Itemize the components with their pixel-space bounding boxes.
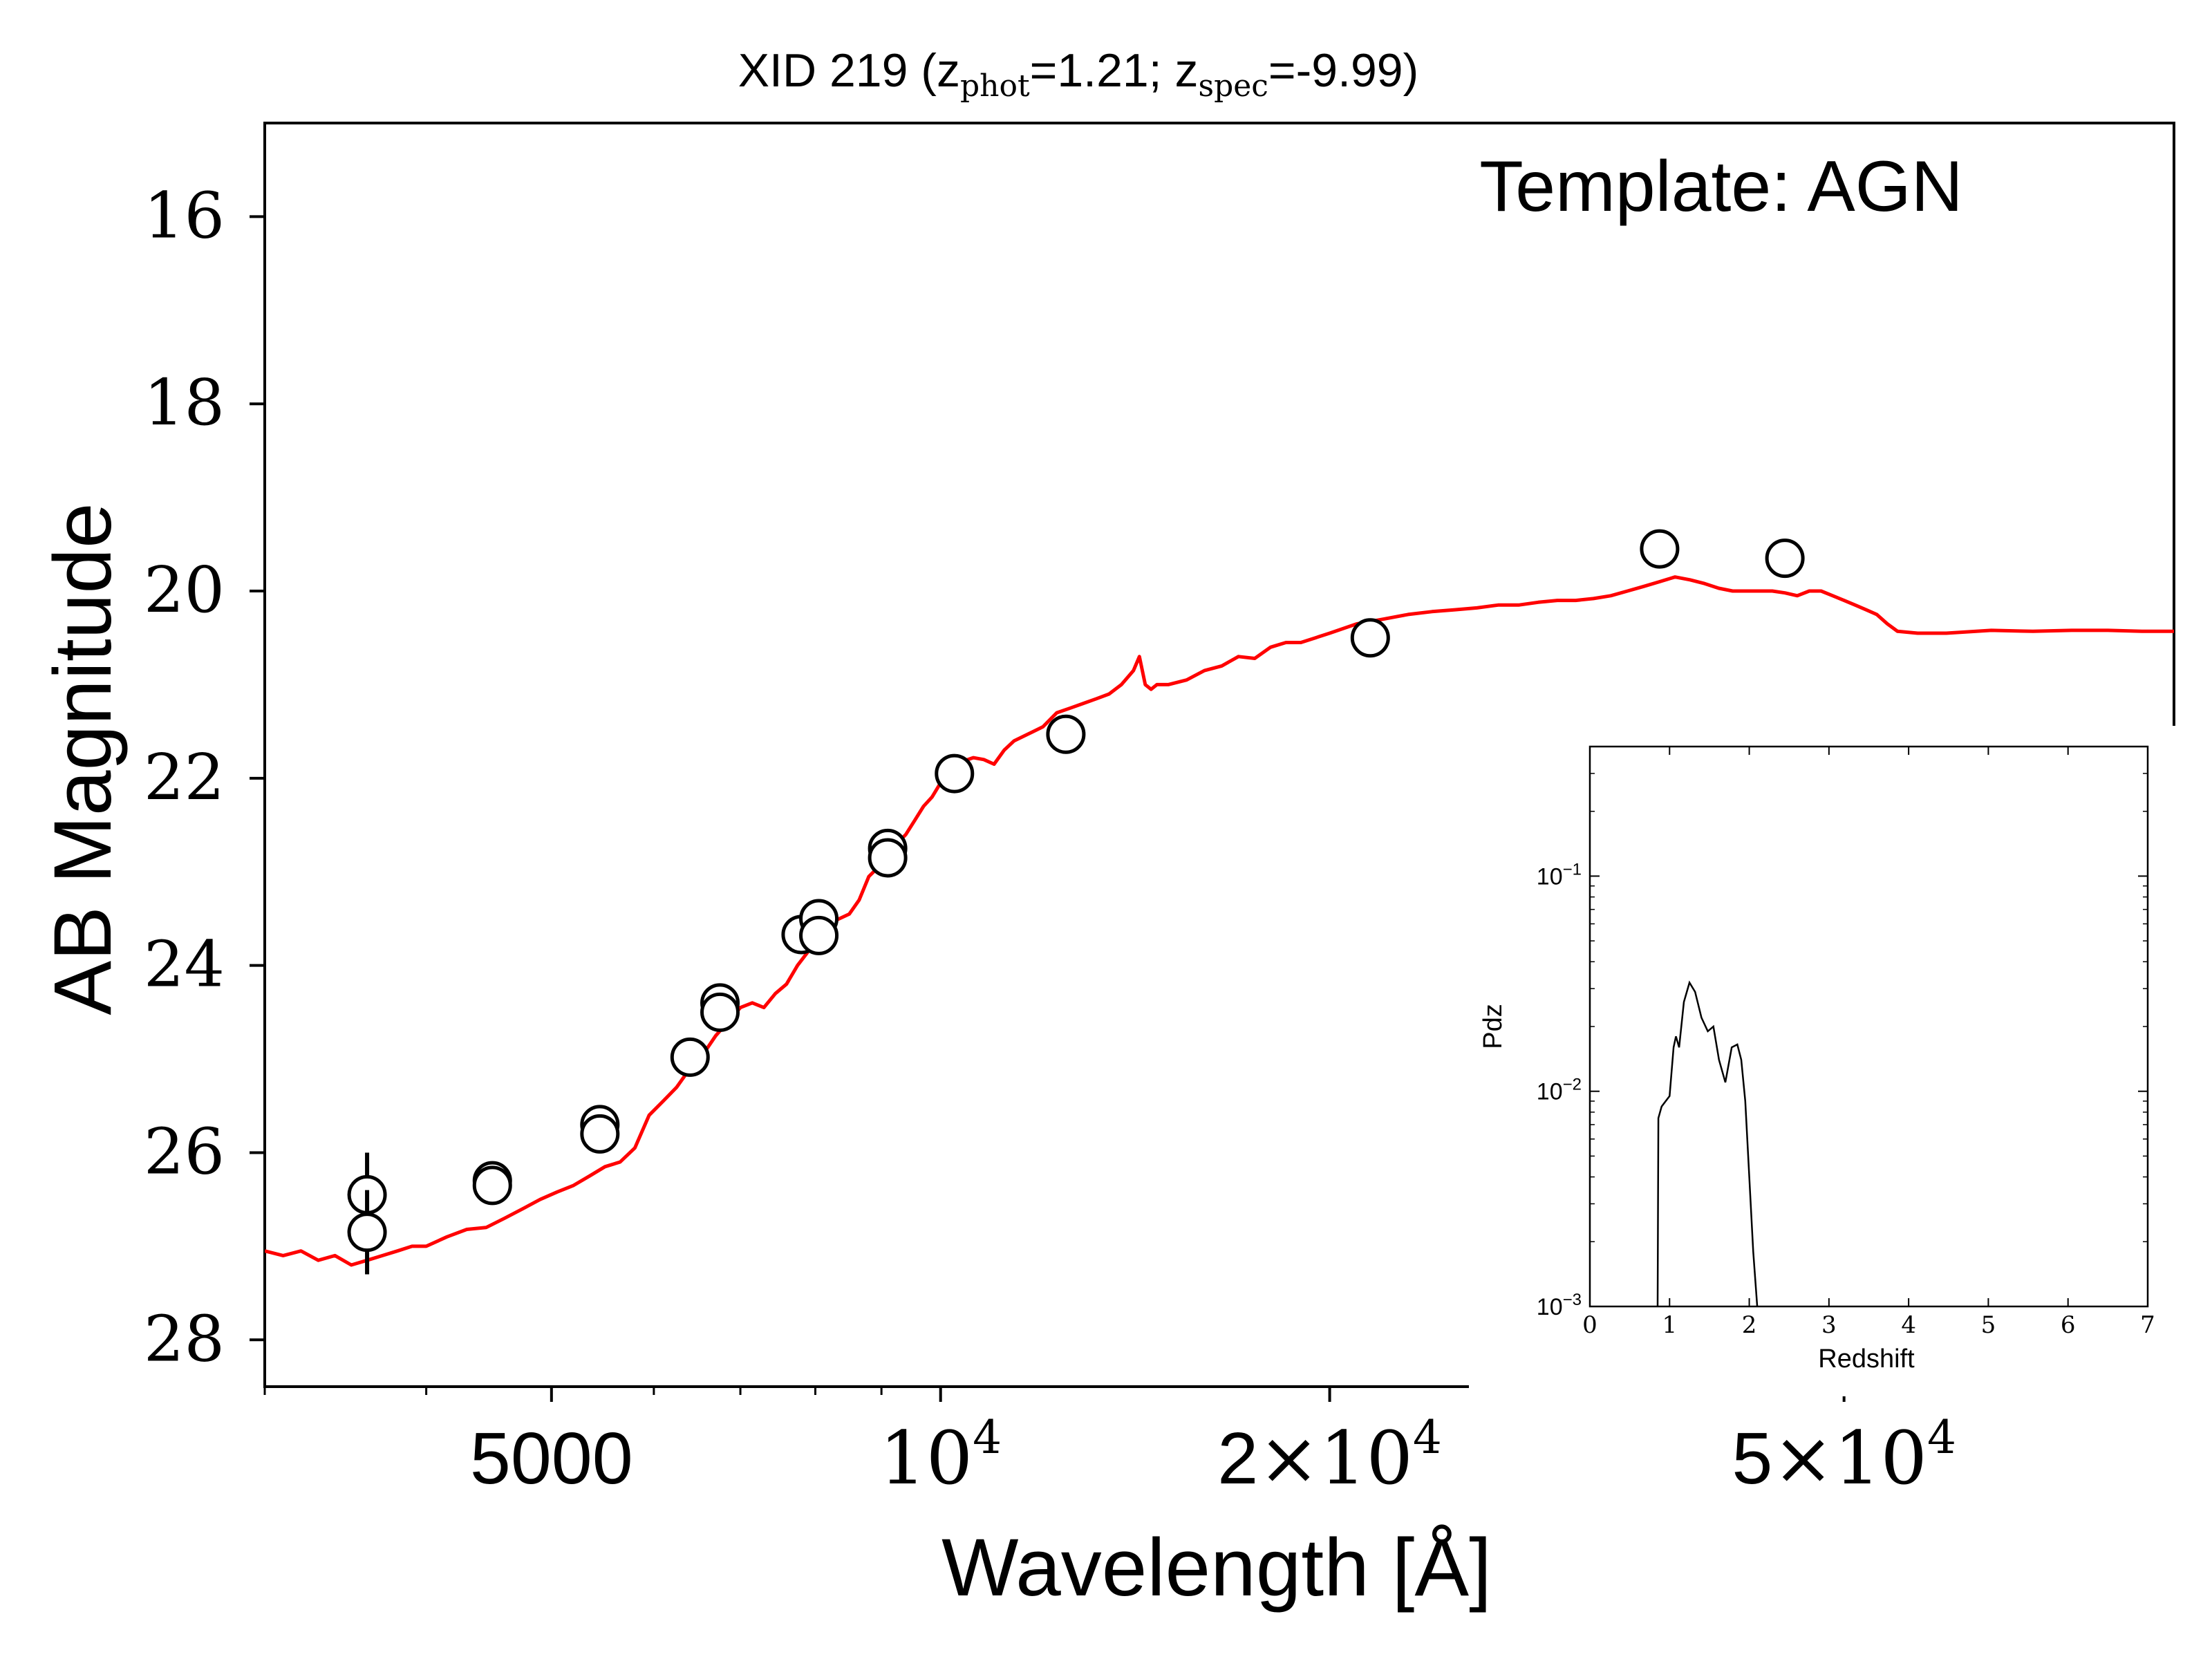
- photometry-point: [670, 1037, 710, 1077]
- chart-title: XID 219 (zphot=1.21; zspec=-9.99): [738, 44, 1419, 104]
- inset-y-axis-label: Pdz: [1479, 1004, 1508, 1049]
- y-tick-label: 26: [144, 1114, 225, 1188]
- data-marker: [1640, 529, 1680, 569]
- data-marker: [799, 915, 839, 955]
- data-marker: [347, 1212, 387, 1253]
- data-marker: [935, 753, 975, 794]
- inset-y-tick-label: 10−1: [1537, 860, 1582, 890]
- inset-x-axis-label: Redshift: [1818, 1344, 1915, 1374]
- inset-x-tick-label: 6: [2061, 1311, 2076, 1339]
- photometry-point: [472, 1165, 512, 1206]
- y-axis-label: AB Magnitude: [37, 503, 129, 1015]
- data-marker: [472, 1165, 512, 1206]
- y-tick-label: 24: [144, 928, 225, 1002]
- x-tick-label: 5×104: [1732, 1411, 1956, 1501]
- y-tick-label: 20: [144, 553, 225, 627]
- inset-x-tick-label: 1: [1662, 1311, 1677, 1339]
- pdz-curve: [1656, 980, 1759, 1307]
- photometry-point: [1350, 618, 1390, 658]
- x-tick-label: 104: [879, 1411, 1002, 1501]
- template-annotation: Template: AGN: [1479, 147, 1962, 227]
- data-marker: [1350, 618, 1390, 658]
- x-tick-label: 5000: [470, 1418, 633, 1499]
- data-marker: [700, 992, 740, 1032]
- inset-x-ticks: 0 1 2 3 4 5 6 7: [1582, 747, 2155, 1339]
- plot-area: [265, 529, 2174, 1275]
- data-marker: [1046, 714, 1086, 754]
- inset-y-ticks: 10−1 10−2 10−3: [1537, 773, 2148, 1320]
- x-axis-ticks: 5000 104 2×104 5×104: [263, 1387, 2175, 1501]
- template-spectrum-line: [265, 575, 2174, 1267]
- y-tick-label: 22: [144, 740, 225, 814]
- data-marker: [1765, 538, 1805, 579]
- photometry-point: [580, 1114, 620, 1154]
- x-axis-label: Wavelength [Å]: [941, 1522, 1492, 1613]
- photometry-point: [935, 753, 975, 794]
- y-tick-label: 28: [144, 1302, 225, 1376]
- inset-x-tick-label: 7: [2140, 1311, 2155, 1339]
- y-tick-label: 16: [144, 178, 225, 252]
- inset-x-tick-label: 0: [1582, 1311, 1597, 1339]
- photometry-point: [868, 838, 908, 878]
- inset-y-tick-label: 10−2: [1537, 1076, 1582, 1105]
- data-marker: [580, 1114, 620, 1154]
- photometry-points: [347, 529, 1805, 1275]
- photometry-point: [1046, 714, 1086, 754]
- data-marker: [670, 1037, 710, 1077]
- redshift-pdz-inset: 0 1 2 3 4 5 6 7 10−1 10−2 10−3 Redshift Pdz: [1469, 726, 2191, 1396]
- inset-x-tick-label: 4: [1901, 1311, 1916, 1339]
- inset-x-tick-label: 2: [1742, 1311, 1757, 1339]
- inset-x-tick-label: 3: [1821, 1311, 1837, 1339]
- photometry-point: [799, 915, 839, 955]
- photometry-point: [1640, 529, 1680, 569]
- photometry-point: [700, 992, 740, 1032]
- inset-x-tick-label: 5: [1981, 1311, 1996, 1339]
- data-marker: [868, 838, 908, 878]
- inset-y-tick-label: 10−3: [1537, 1291, 1582, 1320]
- y-axis-ticks: 16 18 20 22 24 26 28: [144, 178, 265, 1376]
- x-tick-label: 2×104: [1217, 1411, 1442, 1501]
- photometry-point: [1765, 538, 1805, 579]
- y-tick-label: 18: [144, 366, 225, 440]
- photometry-point: [347, 1190, 387, 1275]
